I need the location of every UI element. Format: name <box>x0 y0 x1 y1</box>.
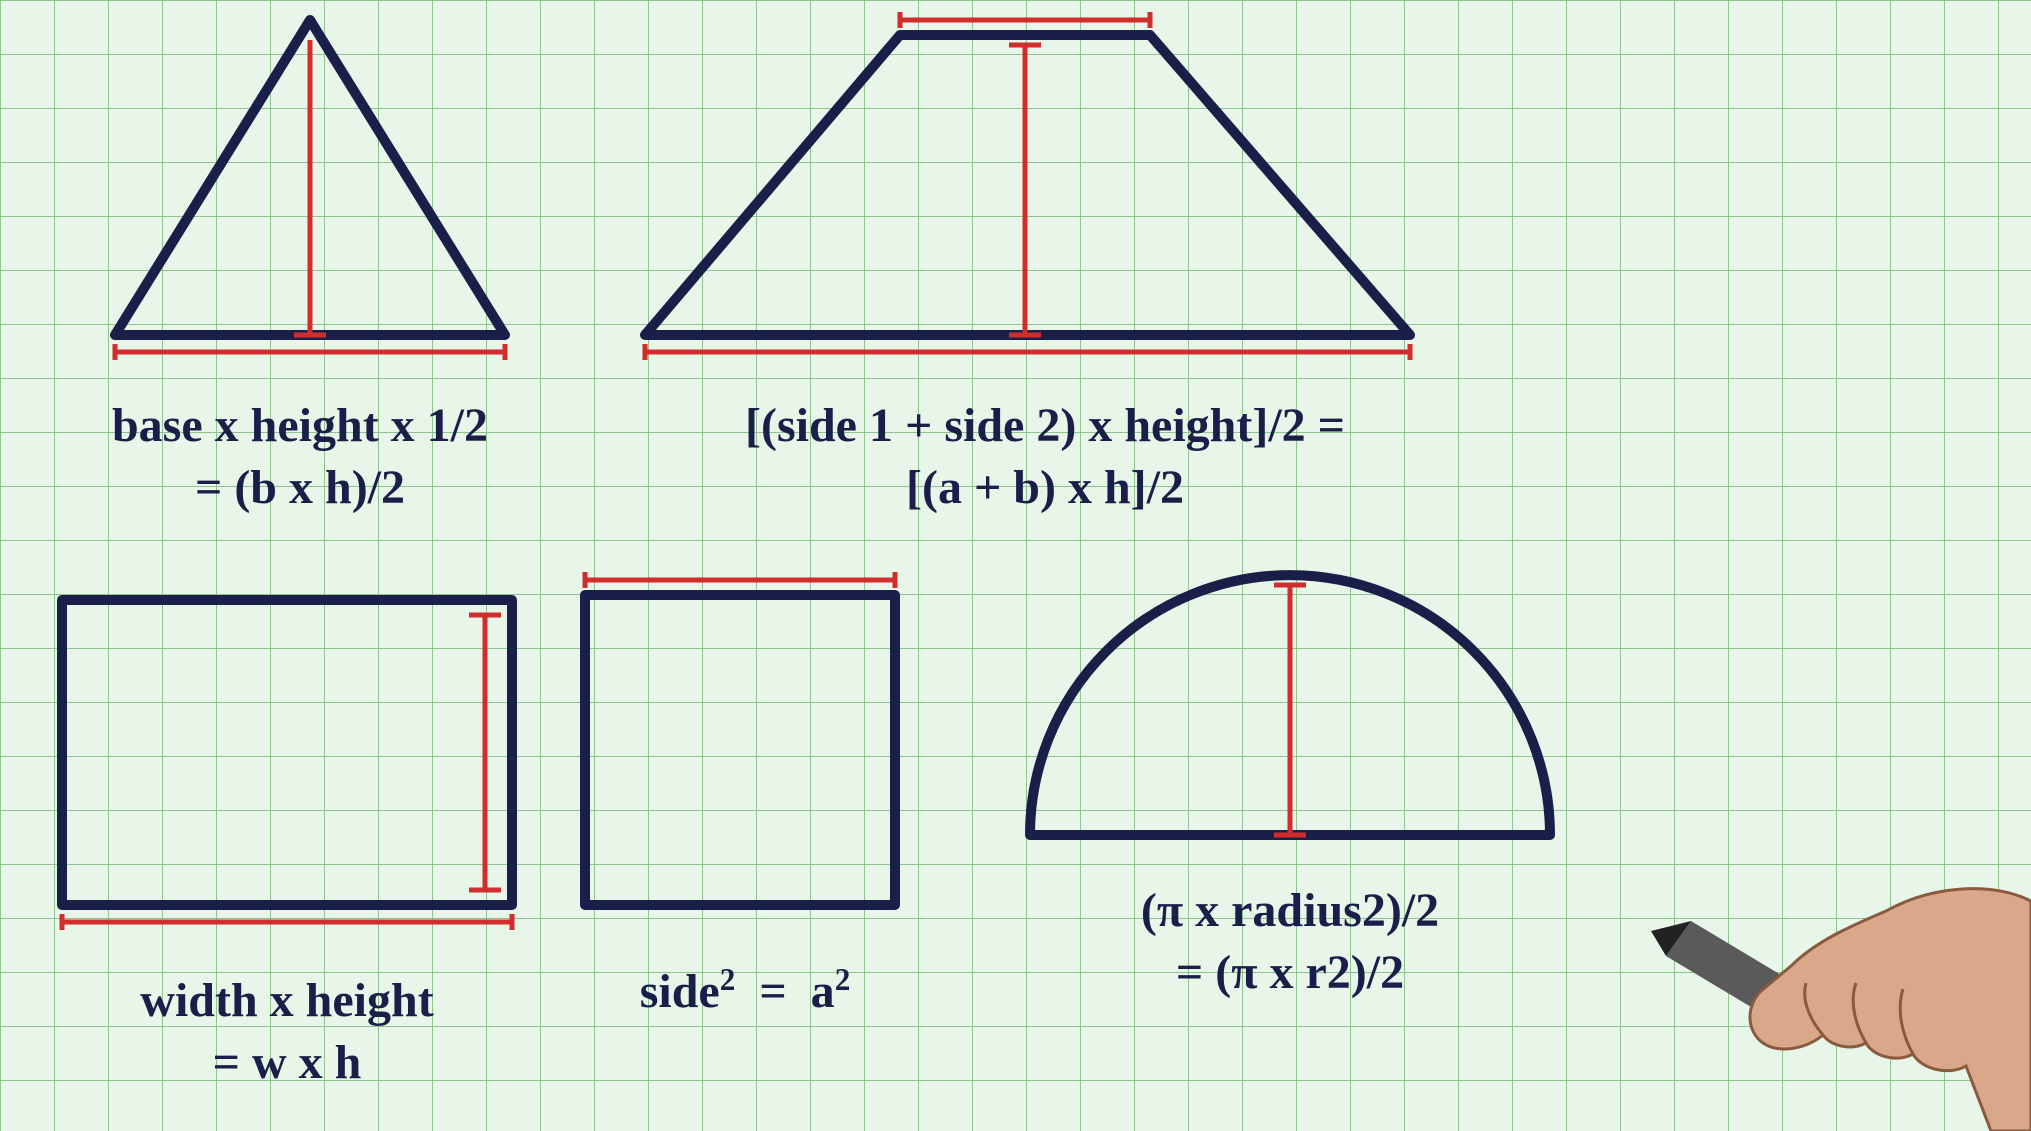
triangle-formula-line1: base x height x 1/2 <box>20 395 580 457</box>
square-shape <box>585 572 895 905</box>
rectangle-shape <box>62 600 512 930</box>
rectangle-formula-line2: = w x h <box>62 1032 512 1094</box>
semicircle-formula-line1: (π x radius2)/2 <box>1040 880 1540 942</box>
semicircle-shape <box>1030 575 1550 835</box>
rectangle-formula: width x height = w x h <box>62 970 512 1095</box>
square-formula: side2 = a2 <box>580 960 910 1023</box>
trapezoid-shape <box>645 12 1410 360</box>
trapezoid-formula: [(side 1 + side 2) x height]/2 = [(a + b… <box>610 395 1480 520</box>
hand-illustration <box>1651 871 2031 1131</box>
semicircle-formula: (π x radius2)/2 = (π x r2)/2 <box>1040 880 1540 1005</box>
triangle-shape <box>115 20 505 360</box>
triangle-formula: base x height x 1/2 = (b x h)/2 <box>20 395 580 520</box>
trapezoid-formula-line1: [(side 1 + side 2) x height]/2 = <box>610 395 1480 457</box>
rectangle-formula-line1: width x height <box>62 970 512 1032</box>
triangle-formula-line2: = (b x h)/2 <box>20 457 580 519</box>
semicircle-formula-line2: = (π x r2)/2 <box>1040 942 1540 1004</box>
trapezoid-formula-line2: [(a + b) x h]/2 <box>610 457 1480 519</box>
square-formula-text: side2 = a2 <box>640 965 851 1018</box>
